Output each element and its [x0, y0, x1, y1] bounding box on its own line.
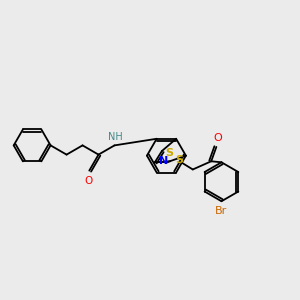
- Text: O: O: [213, 133, 222, 143]
- Text: Br: Br: [215, 206, 228, 216]
- Text: N: N: [159, 156, 169, 166]
- Text: S: S: [176, 155, 183, 165]
- Text: S: S: [165, 148, 173, 158]
- Text: NH: NH: [108, 132, 123, 142]
- Text: O: O: [84, 176, 92, 186]
